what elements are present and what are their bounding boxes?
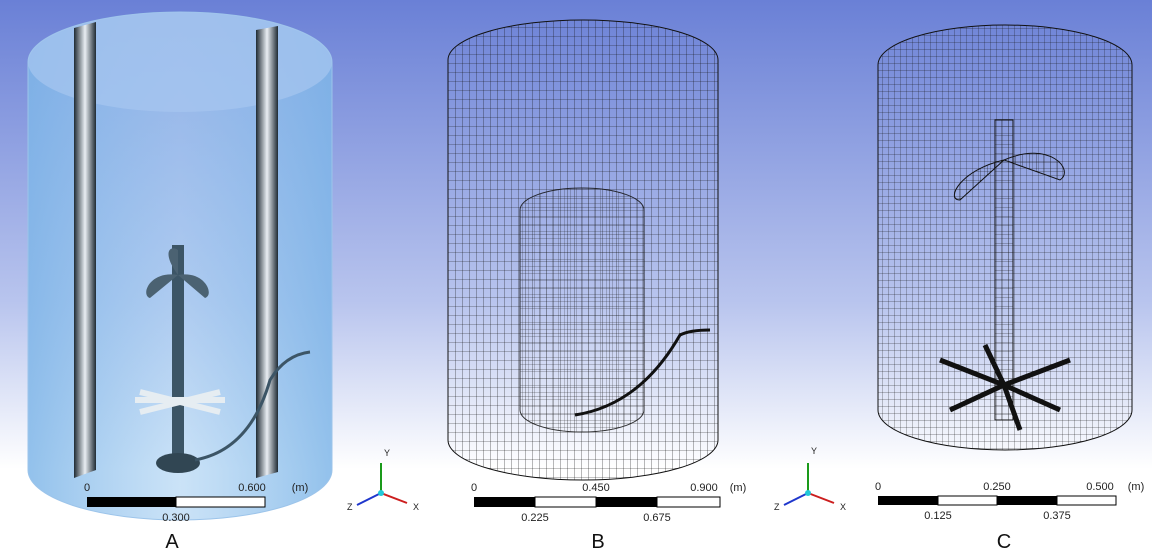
axis-label: X	[413, 502, 419, 512]
scale-label: 0	[875, 481, 881, 493]
panel-label: B	[591, 531, 604, 552]
panel-label: C	[997, 531, 1011, 552]
panel-label: A	[165, 531, 179, 552]
scale-label: 0	[471, 482, 477, 494]
scale-segment	[1057, 496, 1116, 505]
scale-label: 0.450	[582, 482, 610, 494]
scale-segment	[176, 497, 265, 507]
scale-segment	[878, 496, 938, 505]
scale-label: 0.675	[643, 512, 671, 524]
scale-segment	[997, 496, 1057, 505]
scale-unit: (m)	[292, 482, 309, 494]
scale-label: 0	[84, 482, 90, 494]
shaft-base	[156, 453, 200, 473]
origin	[378, 490, 384, 496]
axis-label: Y	[384, 448, 390, 458]
scale-label: 0.125	[924, 510, 952, 522]
axis-label: X	[840, 502, 846, 512]
axis-label: Z	[347, 502, 353, 512]
scale-label: 0.225	[521, 512, 549, 524]
baffle	[74, 22, 96, 478]
scale-label: 0.300	[162, 512, 190, 524]
geometry-view	[28, 12, 332, 520]
scale-segment	[596, 497, 657, 507]
scale-segment	[474, 497, 535, 507]
mesh-view	[878, 25, 1132, 450]
tank-top	[28, 12, 332, 112]
scale-label: 0.250	[983, 481, 1011, 493]
scale-segment	[535, 497, 596, 507]
scale-label: 0.900	[690, 482, 718, 494]
page: 0 0.600 (m) 0.300 A 0 0.450 0.900 (m) 0.…	[0, 0, 1152, 552]
scale-segment	[87, 497, 176, 507]
scale-segment	[657, 497, 720, 507]
scale-label: 0.375	[1043, 510, 1071, 522]
axis-label: Y	[811, 446, 817, 456]
mesh-view	[448, 20, 718, 480]
scale-label: 0.500	[1086, 481, 1114, 493]
origin	[805, 490, 811, 496]
scale-unit: (m)	[1128, 481, 1145, 493]
axis-label: Z	[774, 502, 780, 512]
scale-label: 0.600	[238, 482, 266, 494]
scale-unit: (m)	[730, 482, 747, 494]
figure: 0 0.600 (m) 0.300 A 0 0.450 0.900 (m) 0.…	[0, 0, 1152, 552]
scale-segment	[938, 496, 997, 505]
